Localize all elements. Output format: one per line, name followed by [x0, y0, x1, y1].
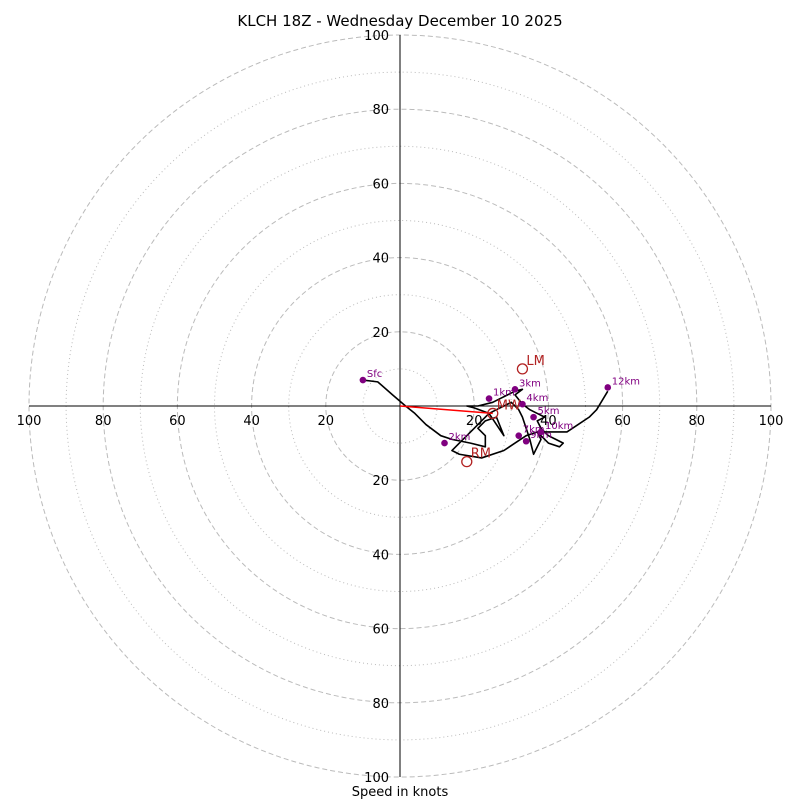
height-label-10km: 10km [545, 421, 573, 432]
height-marker-sfc [359, 376, 367, 384]
height-label-5km: 5km [538, 406, 560, 417]
tick-label-bottom: 80 [372, 697, 389, 712]
height-label-1km: 1km [493, 388, 515, 399]
tick-labels: 100 80 60 40 20 20 40 60 80 100204060801002040608… [17, 29, 784, 786]
tick-label-right: 100 [759, 414, 784, 429]
height-marker-9km [522, 437, 530, 445]
height-label-9km: 9km [530, 430, 552, 441]
height-marker-3km [511, 386, 519, 393]
shear-vector [399, 405, 493, 415]
storm-motion-rm-marker [461, 455, 473, 468]
tick-label-bottom: 40 [372, 548, 389, 563]
height-label-3km: 3km [519, 378, 541, 389]
storm-motion-lm-marker [516, 363, 529, 375]
x-axis-label: Speed in knots [352, 785, 449, 800]
storm-motion-rm-label: RM [471, 447, 491, 462]
storm-motion-mw-marker [487, 407, 499, 420]
storm-motions: LM RM MW [461, 354, 545, 468]
height-label-sfc: Sfc [367, 369, 382, 380]
wind-trace [362, 379, 609, 459]
height-label-12km: 12km [612, 376, 640, 387]
tick-label-top: 100 [364, 29, 389, 44]
tick-label-left: 80 [95, 414, 112, 429]
tick-label-top: 40 [372, 252, 389, 267]
tick-label-top: 20 [372, 326, 389, 341]
chart-title: KLCH 18Z - Wednesday December 10 2025 [237, 12, 562, 30]
wind-trace-line [362, 379, 609, 459]
tick-label-right: 80 [689, 414, 706, 429]
storm-motion-lm-label: LM [526, 354, 544, 369]
height-label-4km: 4km [526, 393, 548, 404]
tick-label-bottom: 100 [364, 771, 389, 786]
height-marker-7km [515, 432, 523, 439]
tick-label-bottom: 20 [372, 474, 389, 489]
height-marker-4km [519, 400, 526, 408]
shear-vector-line [399, 405, 493, 415]
tick-label-left: 20 [318, 414, 335, 429]
tick-label-right: 60 [614, 414, 631, 429]
height-marker-10km [537, 428, 545, 436]
tick-label-bottom: 60 [372, 623, 389, 638]
storm-motion-mw-label: MW [497, 398, 521, 413]
height-marker-5km [530, 413, 537, 421]
tick-label-left: 60 [169, 414, 186, 429]
tick-label-left: 40 [243, 414, 260, 429]
tick-label-top: 80 [372, 103, 389, 118]
height-marker-12km [604, 384, 612, 391]
height-label-2km: 2km [449, 432, 471, 443]
tick-label-top: 60 [372, 177, 389, 192]
height-marker-2km [441, 439, 448, 447]
height-marker-1km [485, 395, 493, 402]
tick-label-left: 100 [17, 414, 42, 429]
height-label-7km: 7km [523, 425, 545, 436]
